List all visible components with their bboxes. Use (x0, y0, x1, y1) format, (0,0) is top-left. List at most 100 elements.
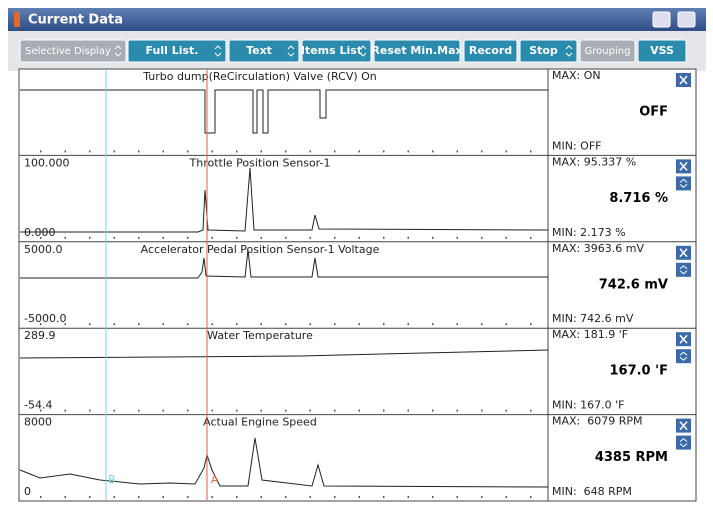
signal-trace (20, 167, 549, 233)
scale-dot (162, 496, 164, 498)
scale-dot (530, 409, 532, 412)
current-value: 167.0 'F (609, 364, 668, 379)
close-icon (679, 161, 688, 171)
scale-dot (260, 236, 262, 239)
close-icon (679, 334, 688, 344)
scale-dot (64, 323, 66, 326)
scale-dot (113, 409, 115, 412)
toolbar-button[interactable] (519, 39, 578, 63)
scale-dot (383, 150, 385, 153)
toolbar-button[interactable] (127, 39, 227, 63)
dropdown-arrow (359, 45, 367, 57)
scale-dot (40, 409, 42, 412)
scale-dot (64, 409, 66, 412)
scale-dot (260, 323, 262, 326)
order-button[interactable] (676, 262, 691, 277)
signal-trace (20, 249, 548, 279)
scale-dot (309, 409, 311, 412)
scale-dot (236, 150, 238, 153)
scale-bottom: 0.000 (24, 226, 56, 239)
scale-dot (162, 150, 164, 153)
scale-dot (187, 409, 189, 412)
scale-dot (138, 409, 140, 412)
toolbar-button[interactable] (373, 39, 461, 63)
scale-dot (309, 323, 311, 326)
scale-dot (407, 323, 409, 326)
scale-dot (260, 496, 262, 498)
current-value: 742.6 mV (599, 277, 668, 292)
scale-dot (530, 150, 532, 153)
scale-dot (456, 409, 458, 412)
signal-name: Water Temperature (207, 329, 313, 342)
scale-dot (285, 496, 287, 498)
max-value: MAX: ON (552, 69, 601, 82)
scale-top: 8000 (24, 416, 52, 429)
dropdown-arrow (214, 45, 222, 57)
cursor-a-label: A (211, 473, 219, 486)
scale-dot (162, 409, 164, 412)
window-title: Current Data (28, 13, 123, 28)
scale-dot (40, 323, 42, 326)
scale-dot (481, 409, 483, 412)
signal-trace (19, 437, 549, 488)
scale-dot (89, 409, 91, 412)
scale-dot (89, 323, 91, 326)
scale-dot (530, 496, 532, 498)
scale-dot (236, 236, 238, 239)
scale-dot (505, 409, 507, 412)
scale-dot (432, 150, 434, 153)
toolbar-button[interactable] (301, 39, 372, 63)
order-button[interactable] (676, 349, 691, 364)
toolbar-button-label: Reset Min.Max (371, 44, 462, 57)
scale-dot (334, 496, 336, 498)
scale-dot (505, 323, 507, 326)
toolbar-button[interactable] (19, 39, 127, 63)
order-button[interactable] (676, 435, 691, 450)
toolbar-button-label: Items List (301, 44, 362, 57)
cursor-b-label: B (108, 473, 116, 486)
scale-dot (309, 150, 311, 153)
scale-dot (334, 150, 336, 153)
max-value: MAX: 6079 RPM (552, 415, 643, 428)
toolbar-button[interactable] (463, 39, 518, 63)
scale-dot (334, 409, 336, 412)
order-icon (679, 351, 688, 361)
scale-dot (407, 496, 409, 498)
signal-name: Accelerator Pedal Position Sensor-1 Volt… (141, 243, 380, 256)
scale-dot (236, 409, 238, 412)
close-icon (679, 248, 688, 258)
scale-dot (358, 496, 360, 498)
scale-dot (64, 150, 66, 153)
toolbar-button[interactable] (579, 39, 636, 63)
scale-dot (64, 236, 66, 239)
scale-dot (383, 496, 385, 498)
scale-dot (64, 496, 66, 498)
scale-top: 100.000 (24, 156, 70, 169)
toolbar-button[interactable] (637, 39, 687, 63)
scale-dot (211, 323, 213, 326)
scale-dot (383, 323, 385, 326)
scale-dot (260, 150, 262, 153)
current-value: 4385 RPM (595, 450, 668, 465)
scale-bottom: 0 (24, 485, 31, 498)
menu-button[interactable] (677, 11, 696, 28)
scale-bottom: -54.4 (24, 399, 52, 412)
scale-dot (383, 409, 385, 412)
setting-button[interactable] (652, 11, 671, 28)
scale-top: 5000.0 (24, 243, 63, 256)
order-button[interactable] (676, 176, 691, 191)
scale-dot (162, 236, 164, 239)
scale-dot (113, 150, 115, 153)
min-value: MIN: 648 RPM (552, 485, 632, 498)
scale-dot (285, 236, 287, 239)
scale-dot (211, 409, 213, 412)
scale-dot (358, 236, 360, 239)
scale-dot (89, 496, 91, 498)
dropdown-arrow (565, 45, 573, 57)
order-icon (679, 265, 688, 275)
toolbar-button[interactable] (228, 39, 300, 63)
scale-dot (211, 496, 213, 498)
scale-dot (113, 496, 115, 498)
scale-dot (285, 323, 287, 326)
scale-dot (138, 236, 140, 239)
